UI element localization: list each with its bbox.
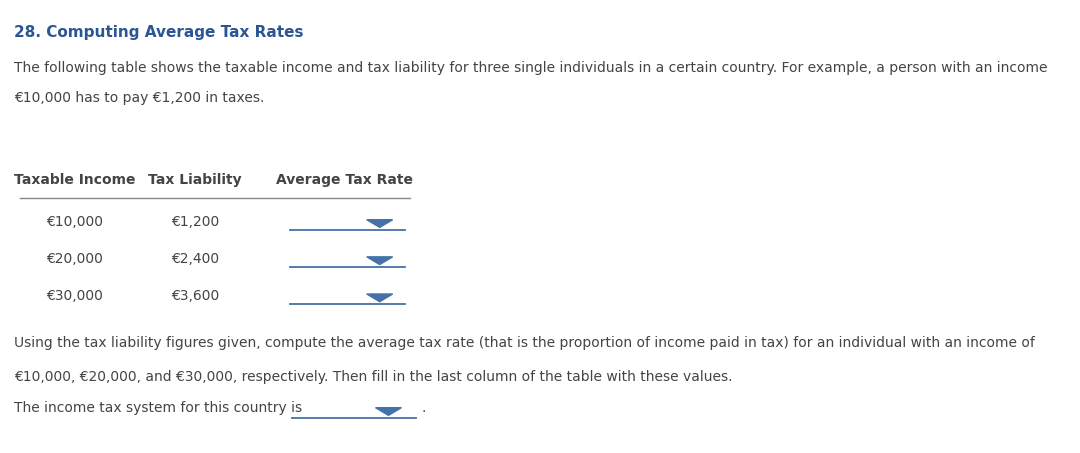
Text: 28. Computing Average Tax Rates: 28. Computing Average Tax Rates	[14, 25, 303, 40]
Text: Average Tax Rate: Average Tax Rate	[276, 173, 414, 187]
Text: Taxable Income: Taxable Income	[14, 173, 136, 187]
Text: The income tax system for this country is: The income tax system for this country i…	[14, 401, 302, 415]
Polygon shape	[376, 408, 402, 415]
Text: €10,000 has to pay €1,200 in taxes.: €10,000 has to pay €1,200 in taxes.	[14, 91, 265, 105]
Text: €1,200: €1,200	[171, 215, 219, 229]
Text: €20,000: €20,000	[46, 252, 104, 266]
Polygon shape	[367, 257, 393, 265]
Polygon shape	[367, 294, 393, 302]
Text: €3,600: €3,600	[171, 289, 219, 303]
Text: €10,000, €20,000, and €30,000, respectively. Then fill in the last column of the: €10,000, €20,000, and €30,000, respectiv…	[14, 370, 732, 384]
Text: .: .	[421, 401, 426, 415]
Text: €10,000: €10,000	[46, 215, 104, 229]
Text: The following table shows the taxable income and tax liability for three single : The following table shows the taxable in…	[14, 61, 1048, 75]
Text: €30,000: €30,000	[46, 289, 104, 303]
Polygon shape	[367, 220, 393, 227]
Text: €2,400: €2,400	[171, 252, 219, 266]
Text: Using the tax liability figures given, compute the average tax rate (that is the: Using the tax liability figures given, c…	[14, 336, 1035, 350]
Text: Tax Liability: Tax Liability	[148, 173, 242, 187]
